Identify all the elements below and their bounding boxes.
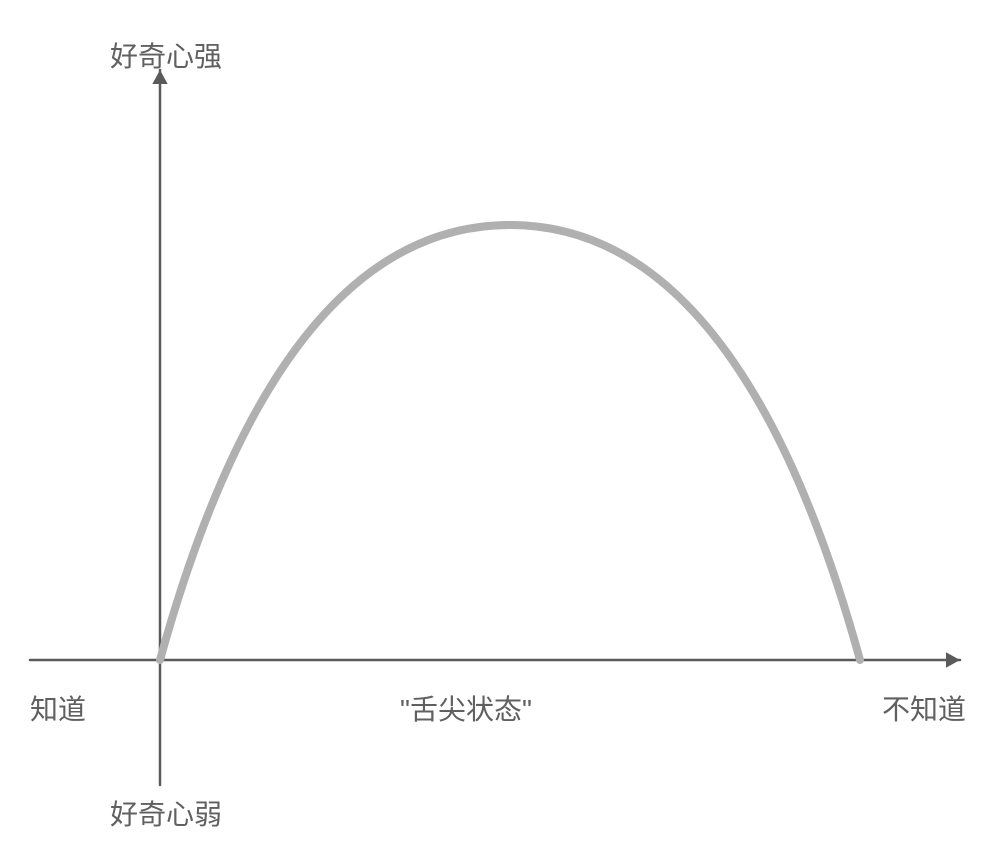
x-axis-right-label: 不知道 xyxy=(882,688,966,728)
x-axis-center-label: "舌尖状态" xyxy=(400,688,532,728)
x-axis-left-label: 知道 xyxy=(30,688,86,728)
y-axis-top-label: 好奇心强 xyxy=(110,35,222,75)
curiosity-curve-chart: 好奇心强 好奇心弱 知道 "舌尖状态" 不知道 xyxy=(0,0,1000,850)
y-axis-bottom-label: 好奇心弱 xyxy=(110,793,222,833)
